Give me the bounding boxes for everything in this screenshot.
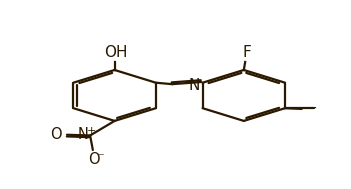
Text: N: N xyxy=(189,78,200,93)
Text: +: + xyxy=(86,126,96,136)
Text: OH: OH xyxy=(104,45,128,60)
Text: —: — xyxy=(303,102,317,116)
Text: ⁻: ⁻ xyxy=(97,151,104,164)
Text: O: O xyxy=(51,127,62,142)
Text: O: O xyxy=(88,152,100,167)
Text: F: F xyxy=(242,45,251,60)
Text: N: N xyxy=(78,127,89,142)
